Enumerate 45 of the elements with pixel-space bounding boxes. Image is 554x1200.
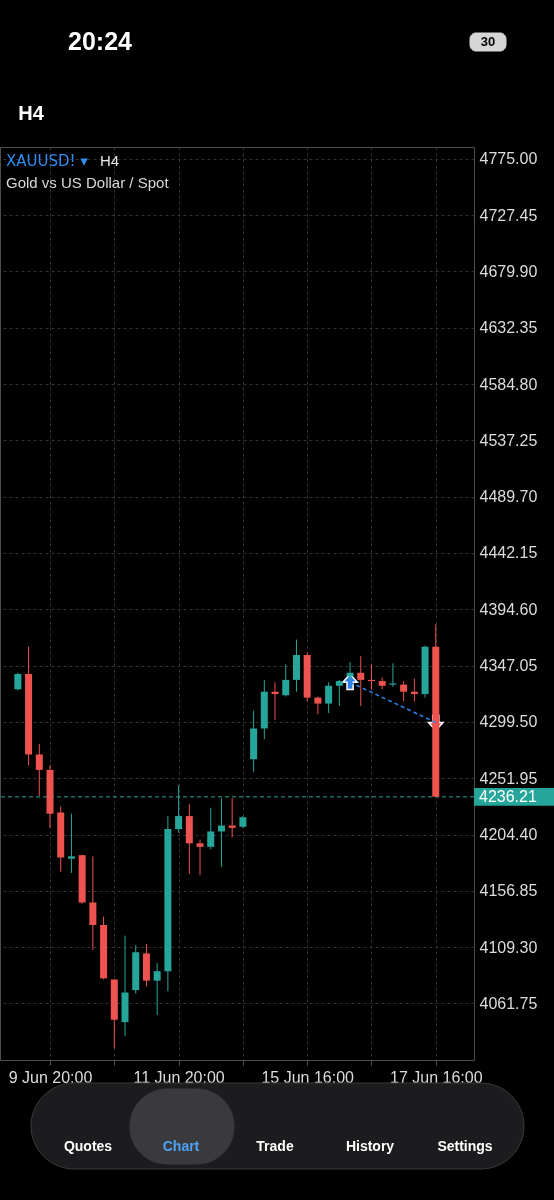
chart-title: XAUUSD! ▾ <box>6 152 89 170</box>
candlestick <box>35 743 43 797</box>
candlestick <box>67 813 75 874</box>
y-tick-label: 4347.05 <box>479 657 538 675</box>
y-tick-label: 4537.25 <box>479 431 538 449</box>
y-tick-label: 4489.70 <box>479 488 538 506</box>
ref-line-label: 4236.21 <box>479 787 537 805</box>
text: Quotes <box>63 1138 113 1154</box>
candlestick <box>89 855 97 951</box>
candlestick <box>153 962 161 1016</box>
text: Settings <box>437 1138 493 1154</box>
y-tick-label: 4775.00 <box>479 150 538 168</box>
text: Trade <box>256 1138 294 1154</box>
x-tick-label: 11 Jun 20:00 <box>133 1068 225 1086</box>
candlestick <box>357 655 365 707</box>
text: 20:24 <box>68 27 133 55</box>
y-tick-label: 4632.35 <box>479 319 538 337</box>
x-tick-label: 15 Jun 16:00 <box>261 1068 355 1086</box>
x-tick-label: 9 Jun 20:00 <box>8 1068 93 1086</box>
y-tick-label: 4679.90 <box>479 262 538 280</box>
candlestick <box>335 679 343 707</box>
text: Gold vs US Dollar / Spot <box>6 174 170 191</box>
y-tick-label: 4061.75 <box>479 994 538 1012</box>
text: Chart <box>162 1138 200 1154</box>
text: H4 <box>18 102 45 124</box>
y-tick-label: 4156.85 <box>479 882 538 900</box>
y-tick-label: 4204.40 <box>479 826 538 844</box>
y-tick-label: 4299.50 <box>479 713 538 731</box>
text: History <box>345 1138 395 1154</box>
y-tick-label: 4727.45 <box>479 206 538 224</box>
y-tick-label: 4109.30 <box>479 938 538 956</box>
text: 30 <box>480 34 496 49</box>
y-tick-label: 4442.15 <box>479 544 538 562</box>
candlestick <box>282 663 290 697</box>
candlestick <box>314 695 322 715</box>
annotation: H4 <box>100 152 120 169</box>
candlestick <box>207 807 215 850</box>
candlestick <box>196 839 204 876</box>
candlestick <box>400 680 408 702</box>
y-tick-label: 4251.95 <box>479 769 538 787</box>
x-tick-label: 17 Jun 16:00 <box>390 1068 483 1086</box>
candlestick <box>389 662 397 688</box>
y-tick-label: 4584.80 <box>479 375 538 393</box>
y-tick-label: 4394.60 <box>479 600 538 618</box>
candlestick <box>325 681 333 714</box>
